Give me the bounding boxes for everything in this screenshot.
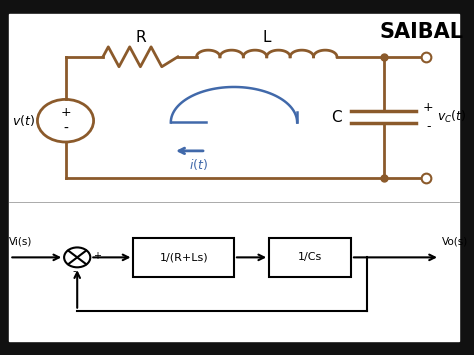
Text: L: L xyxy=(263,30,271,45)
Text: -: - xyxy=(426,120,430,133)
Text: $v_C(t)$: $v_C(t)$ xyxy=(437,109,466,125)
Text: $v(t)$: $v(t)$ xyxy=(12,113,35,128)
Text: +: + xyxy=(92,251,100,261)
Text: SAIBAL: SAIBAL xyxy=(379,22,463,42)
Text: 1/(R+Ls): 1/(R+Ls) xyxy=(159,252,208,262)
Text: +: + xyxy=(423,101,434,114)
Text: Vi(s): Vi(s) xyxy=(9,236,33,246)
Text: 1/Cs: 1/Cs xyxy=(298,252,322,262)
Text: +: + xyxy=(60,106,71,119)
Bar xyxy=(133,238,234,277)
Text: -: - xyxy=(73,267,77,277)
Text: Vo(s): Vo(s) xyxy=(442,236,468,246)
Text: -: - xyxy=(63,121,68,136)
FancyBboxPatch shape xyxy=(9,14,459,341)
Text: $i(t)$: $i(t)$ xyxy=(189,157,209,172)
Bar xyxy=(269,238,351,277)
Text: C: C xyxy=(332,110,342,125)
Text: R: R xyxy=(135,30,146,45)
